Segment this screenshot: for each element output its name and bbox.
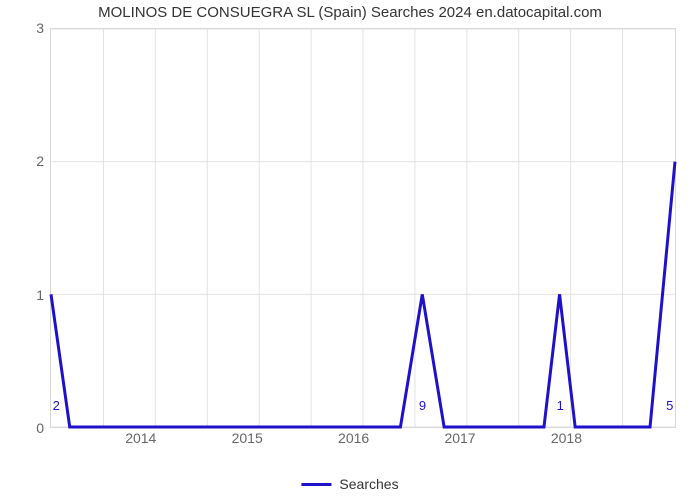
x-tick-label: 2015 [232, 430, 263, 446]
legend-label: Searches [339, 476, 398, 492]
legend: Searches [301, 476, 398, 492]
x-tick-label: 2018 [551, 430, 582, 446]
plot-area [50, 28, 676, 428]
x-tick-label: 2017 [444, 430, 475, 446]
data-line [51, 29, 675, 427]
x-tick-label: 2016 [338, 430, 369, 446]
x-tick-label: 2014 [125, 430, 156, 446]
y-tick-label: 0 [28, 420, 44, 436]
legend-swatch [301, 483, 331, 486]
y-tick-label: 2 [28, 153, 44, 169]
y-tick-label: 1 [28, 287, 44, 303]
chart-title: MOLINOS DE CONSUEGRA SL (Spain) Searches… [0, 4, 700, 21]
chart-container: MOLINOS DE CONSUEGRA SL (Spain) Searches… [0, 0, 700, 500]
y-tick-label: 3 [28, 20, 44, 36]
